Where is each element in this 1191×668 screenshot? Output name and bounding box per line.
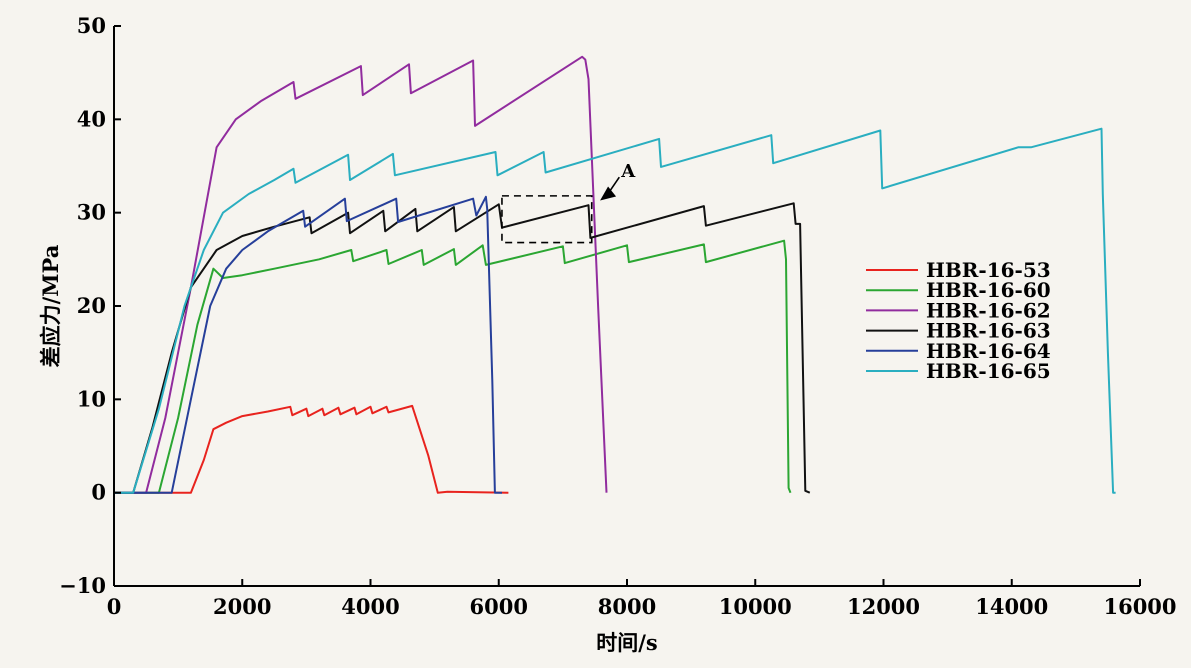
y-tick-label: 0 xyxy=(91,480,106,505)
series-line-hbr-16-60 xyxy=(114,239,792,494)
x-tick-label: 14000 xyxy=(975,594,1048,619)
legend: HBR-16-53HBR-16-60HBR-16-62HBR-16-63HBR-… xyxy=(866,258,1051,383)
legend-label: HBR-16-64 xyxy=(926,339,1051,363)
x-tick-label: 6000 xyxy=(470,594,528,619)
annotation-box xyxy=(501,195,593,244)
series-line-hbr-16-64 xyxy=(114,195,502,494)
legend-label: HBR-16-60 xyxy=(926,278,1051,302)
x-tick-label: 4000 xyxy=(341,594,399,619)
series-line-hbr-16-62 xyxy=(114,55,608,494)
series-line-hbr-16-53 xyxy=(114,404,509,494)
annotation-layer: A xyxy=(501,161,636,244)
legend-label: HBR-16-63 xyxy=(926,319,1051,343)
y-tick-label: 30 xyxy=(77,200,106,225)
annotation-label: A xyxy=(620,161,636,182)
legend-label: HBR-16-53 xyxy=(926,258,1051,282)
y-tick-label: 40 xyxy=(77,106,106,131)
legend-label: HBR-16-62 xyxy=(926,298,1051,322)
legend-label: HBR-16-65 xyxy=(926,359,1051,383)
y-tick-label: 10 xyxy=(77,386,106,411)
annotation-arrowhead xyxy=(600,186,617,201)
y-tick-label: 20 xyxy=(77,293,106,318)
x-axis-title: 时间/s xyxy=(596,630,658,655)
plot-area xyxy=(114,55,1116,494)
series-line-hbr-16-65 xyxy=(114,127,1116,494)
x-tick-label: 12000 xyxy=(847,594,920,619)
axes: 0 2000 4000 6000 8000 10000 12000 14000 16000 −10… xyxy=(59,13,1176,619)
x-tick-label: 10000 xyxy=(719,594,792,619)
x-tick-label: 16000 xyxy=(1103,594,1176,619)
y-tick-label: −10 xyxy=(59,573,106,598)
y-axis-title: 差应力/MPa xyxy=(38,244,63,367)
x-tick-label: 0 xyxy=(107,594,122,619)
series-line-hbr-16-63 xyxy=(114,202,811,494)
x-tick-label: 8000 xyxy=(598,594,656,619)
y-tick-label: 50 xyxy=(77,13,106,38)
x-tick-label: 2000 xyxy=(213,594,271,619)
